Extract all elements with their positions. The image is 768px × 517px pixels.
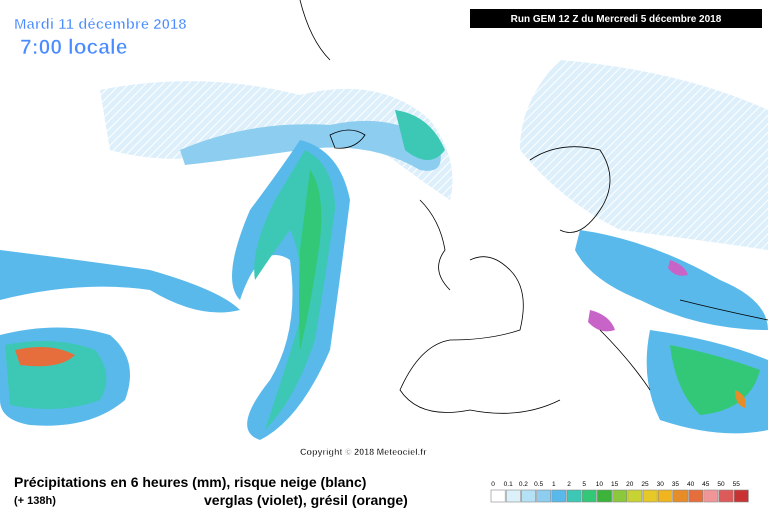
footer-line1: Précipitations en 6 heures (mm), risque … [14,474,366,490]
legend-swatch [627,489,643,503]
footer [0,465,768,512]
legend-swatch [566,489,582,503]
legend-label: 40 [687,481,695,488]
run-box [470,9,762,28]
legend-label: 15 [611,481,619,488]
legend-swatch [673,489,688,503]
legend-swatch [642,489,658,503]
legend-swatch [733,489,749,503]
legend-label: 0.1 [504,481,513,488]
legend-swatch [597,489,612,503]
legend-label: 2 [567,481,571,488]
copyright: Copyright © 2018 Meteociel.fr [300,447,427,457]
legend-label: 0 [491,481,495,488]
legend-label: 0.2 [519,481,528,488]
legend-swatch [551,489,567,503]
legend-label: 25 [641,481,649,488]
legend-label: 45 [702,481,710,488]
legend-label: 0.5 [534,481,543,488]
legend-label: 50 [717,481,725,488]
time-label: 7:00 locale [20,36,127,59]
legend-label: 1 [552,481,556,488]
legend-label: 20 [626,481,634,488]
legend-label: 30 [657,481,665,488]
legend-swatch [490,489,506,503]
legend-swatch [505,489,521,503]
coastlines [299,0,768,414]
legend-label: 10 [596,481,604,488]
legend-label: 35 [672,481,680,488]
date-label: Mardi 11 décembre 2018 [14,16,187,33]
legend-swatch [536,489,552,503]
legend-swatch [657,489,673,503]
legend-swatch [718,489,734,503]
legend-swatch [581,489,597,503]
legend-label: 55 [733,481,741,488]
legend-label: 5 [582,481,586,488]
legend-swatch [521,489,536,503]
run-label: Run GEM 12 Z du Mercredi 5 décembre 2018 [511,14,722,25]
legend-swatch [688,489,704,503]
legend-swatch [612,489,628,503]
legend: 0 0.1 0.2 0.5 1 2 5 10 15 20 25 30 35 40 45 50 55 [490,481,749,503]
legend-swatch [703,489,719,503]
footer-lead: (+ 138h) [14,495,56,507]
footer-line2: verglas (violet), grésil (orange) [204,492,408,508]
precipitation [0,60,768,440]
